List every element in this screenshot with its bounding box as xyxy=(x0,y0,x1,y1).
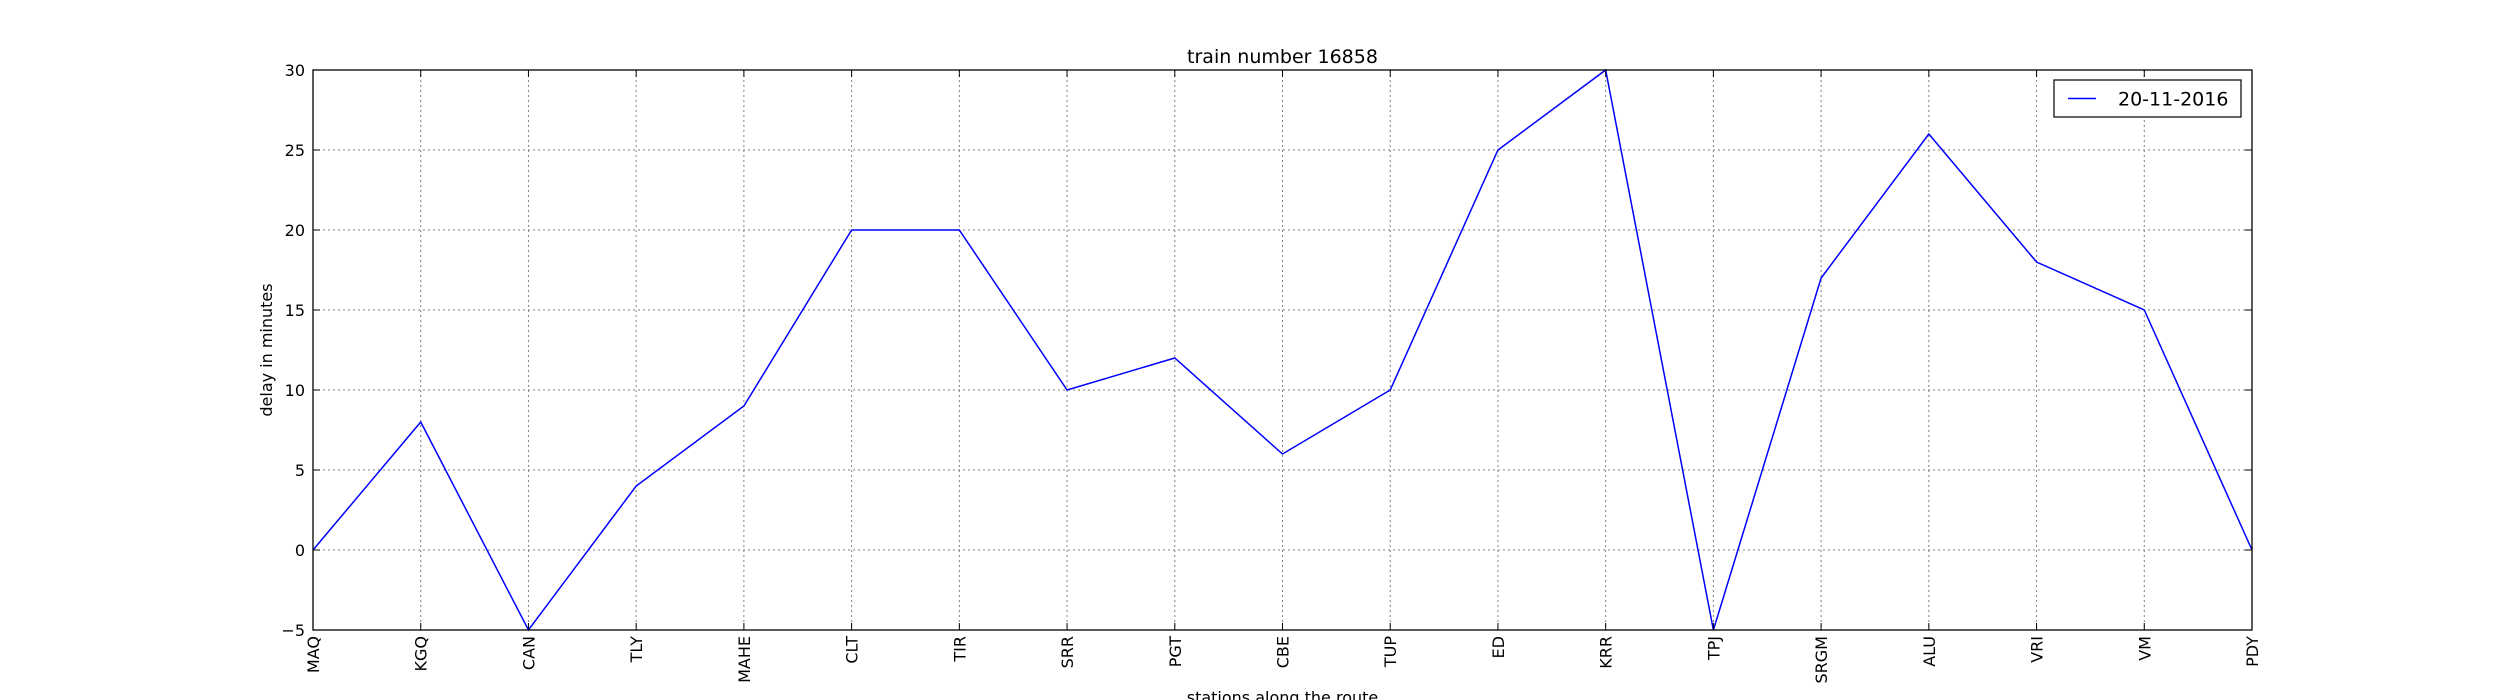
legend-entry-label: 20-11-2016 xyxy=(2118,89,2228,111)
y-tick-label: −5 xyxy=(281,621,305,640)
axis-ticks: MAQ KGQ CAN TLY MAHE CLT TIR SRR PGT CBE TUP ED KRR T… xyxy=(281,61,2262,683)
x-tick-label: TPJ xyxy=(1704,636,1723,661)
x-tick-label: CAN xyxy=(519,636,538,670)
x-tick-label: SRR xyxy=(1058,636,1077,668)
x-tick-label: TLY xyxy=(627,636,646,664)
y-tick-label: 15 xyxy=(285,301,305,320)
y-tick-label: 30 xyxy=(285,61,305,80)
x-tick-label: TIR xyxy=(950,636,969,663)
series-layer xyxy=(312,68,2253,632)
series-line xyxy=(312,68,2253,632)
y-tick-label: 0 xyxy=(295,541,305,560)
x-tick-label: TUP xyxy=(1381,636,1400,668)
y-tick-label: 10 xyxy=(285,381,305,400)
y-tick-label: 25 xyxy=(285,141,305,160)
x-axis-label: stations along the route xyxy=(1187,688,1379,700)
x-tick-label: SRGM xyxy=(1812,636,1831,683)
x-tick-label: KRR xyxy=(1597,636,1616,669)
x-tick-label: VM xyxy=(2135,636,2154,661)
grid xyxy=(313,70,2252,630)
y-tick-label: 5 xyxy=(295,461,305,480)
x-tick-label: VRI xyxy=(2028,636,2047,663)
y-axis-label: delay in minutes xyxy=(257,283,276,416)
x-tick-label: PGT xyxy=(1166,636,1185,667)
x-tick-label: ED xyxy=(1489,636,1508,658)
x-tick-label: PDY xyxy=(2243,636,2262,667)
x-tick-label: MAQ xyxy=(304,636,323,673)
legend: 20-11-2016 xyxy=(2053,79,2242,118)
y-tick-label: 20 xyxy=(285,221,305,240)
chart-title: train number 16858 xyxy=(1187,46,1378,68)
x-tick-label: MAHE xyxy=(735,636,754,683)
x-tick-label: KGQ xyxy=(412,636,431,671)
x-tick-label: CLT xyxy=(843,636,862,664)
x-tick-label: ALU xyxy=(1920,636,1939,667)
x-tick-label: CBE xyxy=(1274,636,1293,668)
